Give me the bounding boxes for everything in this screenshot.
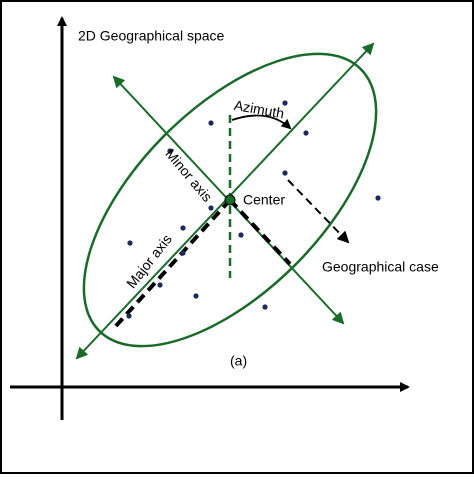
center-label: Center [243, 192, 285, 208]
title: 2D Geographical space [78, 28, 225, 44]
minor-axis-label: Minor axis [162, 146, 215, 205]
center-point [224, 194, 236, 206]
azimuth-arc [231, 114, 292, 130]
case-dots [126, 100, 381, 319]
case-arrow [287, 179, 350, 244]
semi-minor-dash [228, 198, 292, 266]
case-label: Geographical case [322, 259, 439, 275]
semi-major-dash [113, 198, 232, 329]
panel-label: (a) [230, 353, 247, 369]
